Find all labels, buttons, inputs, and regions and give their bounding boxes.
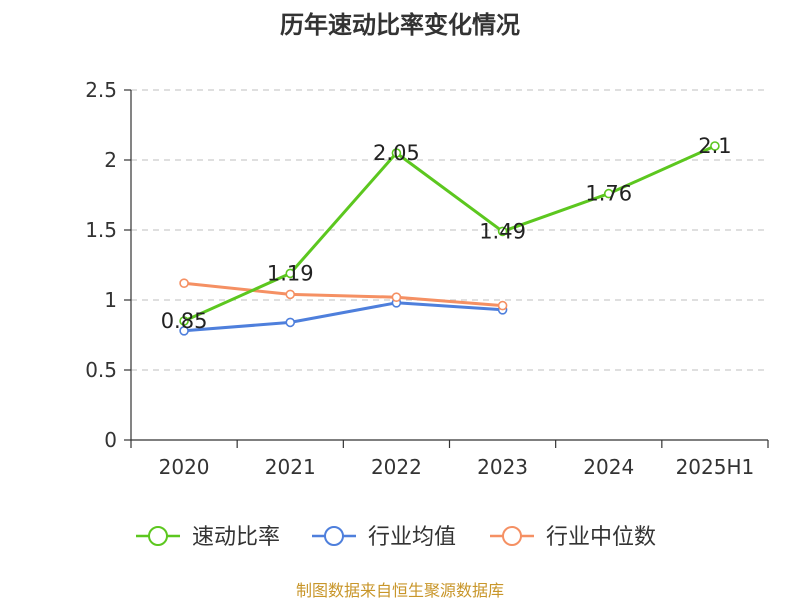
legend-label: 行业均值: [368, 525, 456, 550]
data-labels: 0.85 1.19 2.05 1.49 1.76 2.1: [161, 134, 732, 333]
legend-marker: [502, 526, 522, 546]
y-tick-label: 0: [104, 428, 117, 452]
axes: [130, 90, 768, 441]
legend[interactable]: 速动比率 行业均值 行业中位数: [136, 525, 656, 550]
series-layer: [179, 141, 720, 336]
y-tick-label: 1.5: [85, 218, 117, 242]
data-point: [710, 141, 720, 151]
data-point: [179, 278, 189, 289]
legend-item[interactable]: 行业均值: [312, 525, 456, 550]
y-tick-label: 0.5: [85, 358, 117, 382]
data-point: [285, 289, 296, 300]
legend-label: 行业中位数: [546, 525, 656, 550]
legend-item[interactable]: 速动比率: [136, 525, 280, 550]
x-tick-label: 2025H1: [676, 455, 755, 479]
grid-lines: [131, 89, 768, 371]
x-tick-label: 2022: [371, 455, 422, 479]
y-tick-label: 2: [104, 148, 117, 172]
data-label: 1.49: [479, 219, 526, 243]
legend-marker: [148, 526, 168, 546]
series-line: [182, 301, 505, 333]
data-point: [285, 268, 296, 279]
y-tick-label: 2.5: [85, 78, 117, 102]
x-tick-label: 2020: [159, 455, 210, 479]
series-line: [182, 144, 717, 323]
legend-item[interactable]: 行业中位数: [490, 525, 656, 550]
data-point: [391, 292, 402, 303]
data-point: [391, 148, 402, 158]
source-note: 制图数据来自恒生聚源数据库: [296, 581, 504, 600]
y-axis-ticks: 0 0.5 1 1.5 2 2.5: [85, 78, 131, 452]
data-label: 1.19: [267, 261, 314, 285]
data-point: [497, 226, 508, 237]
legend-marker: [324, 526, 344, 546]
data-label: 0.85: [161, 309, 208, 333]
y-tick-label: 1: [104, 288, 117, 312]
x-tick-label: 2021: [265, 455, 316, 479]
legend-label: 速动比率: [192, 525, 280, 550]
series-line: [182, 281, 505, 308]
x-tick-label: 2024: [583, 455, 634, 479]
data-point: [497, 300, 508, 311]
chart-title: 历年速动比率变化情况: [280, 11, 520, 39]
data-point: [179, 316, 189, 326]
data-label: 2.1: [698, 134, 731, 158]
data-point: [179, 325, 189, 336]
data-point: [285, 317, 296, 328]
x-axis-ticks: 2020 2021 2022 2023 2024 2025H1: [130, 440, 769, 479]
x-tick-label: 2023: [477, 455, 528, 479]
data-label: 2.05: [373, 141, 420, 165]
data-point: [603, 188, 614, 199]
data-label: 1.76: [585, 182, 632, 206]
